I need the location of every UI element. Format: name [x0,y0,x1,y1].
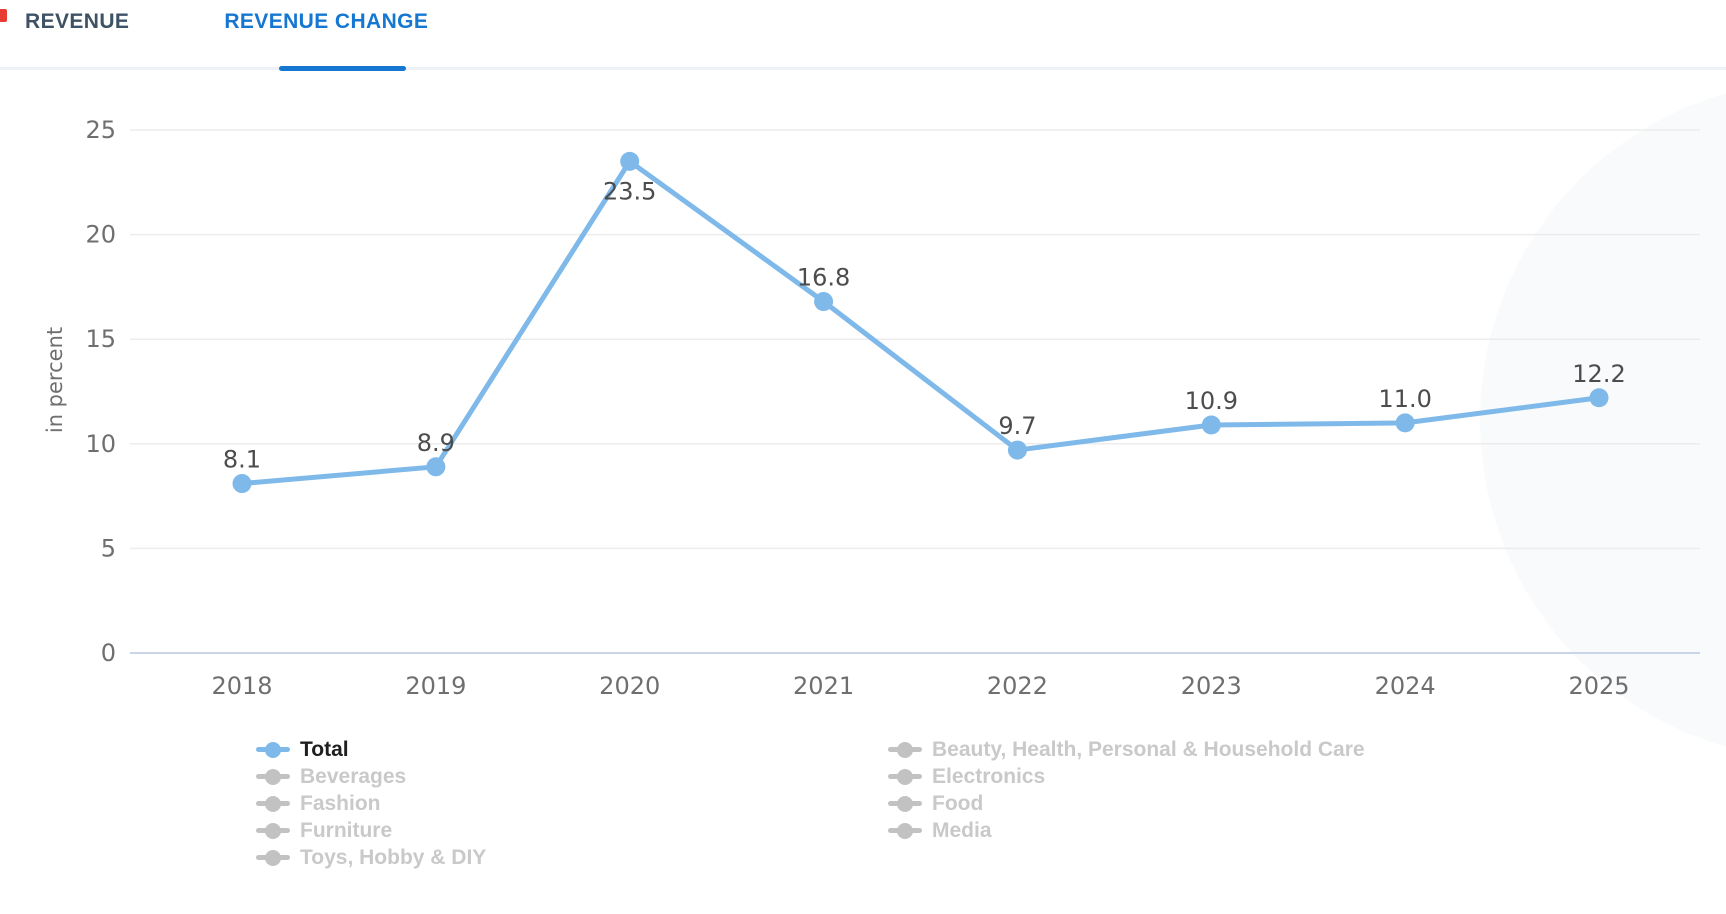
legend-item-food[interactable]: Food [888,790,1365,817]
legend-marker-icon [888,828,922,833]
y-tick-label: 5 [101,534,116,562]
legend-item-label: Fashion [300,791,381,815]
legend-item-total[interactable]: Total [256,736,486,763]
tab-revenue[interactable]: REVENUE [25,10,130,33]
value-label: 11.0 [1378,385,1431,413]
legend-item-label: Beverages [300,764,407,788]
data-point[interactable] [232,474,252,494]
legend-marker-icon [256,774,290,779]
x-tick-label: 2024 [1375,672,1436,700]
data-point[interactable] [814,292,834,312]
series-line-total [239,158,1602,487]
legend-marker-icon [256,747,290,752]
legend-item-media[interactable]: Media [888,817,1365,844]
legend-item-label: Furniture [300,818,393,842]
data-point[interactable] [1007,440,1027,460]
data-point[interactable] [1395,413,1415,433]
value-label: 23.5 [603,177,656,205]
data-point[interactable] [1201,415,1221,435]
x-tick-label: 2019 [405,672,466,700]
legend-item-furniture[interactable]: Furniture [256,817,486,844]
legend-marker-icon [888,747,922,752]
x-tick-label: 2022 [987,672,1048,700]
legend-marker-icon [888,801,922,806]
value-label: 12.2 [1572,360,1625,388]
legend-item-label: Beauty, Health, Personal & Household Car… [932,737,1365,761]
value-label: 10.9 [1185,387,1238,415]
data-point[interactable] [620,151,640,171]
legend-marker-icon [256,801,290,806]
legend-item-electronics[interactable]: Electronics [888,763,1365,790]
value-label: 8.9 [417,429,455,457]
x-tick-label: 2018 [211,672,272,700]
data-point[interactable] [426,457,446,477]
data-point[interactable] [1589,388,1609,408]
legend-item-fashion[interactable]: Fashion [256,790,486,817]
legend-item-label: Media [932,818,992,842]
legend-item-toys-hobby-diy[interactable]: Toys, Hobby & DIY [256,844,486,871]
tab-bar: REVENUE REVENUE CHANGE [25,10,428,34]
x-tick-label: 2025 [1568,672,1629,700]
legend-item-label: Total [300,737,349,761]
value-label: 16.8 [797,264,850,292]
active-tab-underline [279,66,406,71]
x-tick-label: 2023 [1181,672,1242,700]
y-tick-label: 25 [85,116,116,144]
tab-separator [0,67,1726,70]
value-label: 9.7 [998,412,1036,440]
y-tick-label: 10 [85,430,116,458]
legend-item-label: Food [932,791,984,815]
legend-item-label: Electronics [932,764,1046,788]
screen-edge-red-fragment [0,9,7,22]
y-tick-label: 0 [101,639,116,667]
legend-marker-icon [888,774,922,779]
legend-marker-icon [256,828,290,833]
y-tick-label: 20 [85,221,116,249]
tab-revenue-change[interactable]: REVENUE CHANGE [224,10,429,33]
y-axis-title: in percent [43,327,67,433]
legend-column-left: Total Beverages Fashion Furniture Toys, … [256,736,486,871]
legend-item-label: Toys, Hobby & DIY [300,845,487,869]
legend-item-beauty-health-personal-household-care[interactable]: Beauty, Health, Personal & Household Car… [888,736,1365,763]
legend-marker-icon [256,855,290,860]
x-tick-label: 2020 [599,672,660,700]
x-tick-label: 2021 [793,672,854,700]
legend-column-right: Beauty, Health, Personal & Household Car… [888,736,1365,844]
legend-item-beverages[interactable]: Beverages [256,763,486,790]
y-tick-label: 15 [85,325,116,353]
value-label: 8.1 [223,446,261,474]
